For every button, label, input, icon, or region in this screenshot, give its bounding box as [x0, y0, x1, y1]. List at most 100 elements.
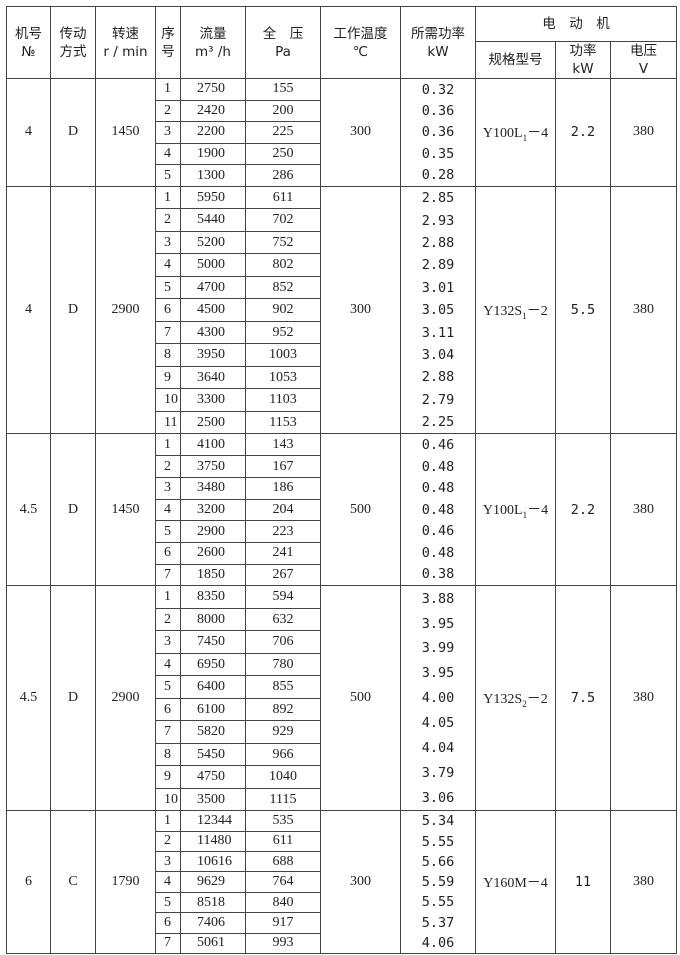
drive-type: D: [50, 78, 96, 187]
flow-value: 4500: [180, 298, 246, 322]
pressure-value: 929: [245, 720, 321, 744]
flow-value: 1900: [180, 142, 246, 166]
motor-model-base: Y100L: [482, 503, 523, 519]
motor-model-suffix: －2: [526, 303, 548, 319]
flow-value: 9629: [180, 871, 246, 893]
flow-value: 4100: [180, 433, 246, 457]
working-temp: 300: [320, 185, 401, 435]
seq-number: 3: [155, 121, 181, 144]
pressure-value: 688: [245, 851, 321, 873]
flow-value: 3500: [180, 787, 246, 812]
seq-number: 6: [155, 912, 181, 934]
power-value: 2.85: [421, 190, 455, 207]
table-row: 6 C 1790 1 12344 535 300 5.34 5.55 5.66 5.59 5.55 5.…: [6, 810, 678, 955]
pressure-value: 917: [245, 912, 321, 934]
seq-number: 1: [155, 810, 181, 832]
motor-model-subscript: 1: [522, 132, 528, 143]
seq-number: 4: [155, 871, 181, 893]
power-value: 3.11: [421, 324, 455, 341]
motor-model-suffix: －4: [527, 503, 549, 519]
seq-number: 8: [155, 343, 181, 367]
pressure-value: 902: [245, 298, 321, 322]
pressure-value: 155: [245, 78, 321, 101]
power-value: 2.25: [421, 414, 455, 431]
table-row: 4 6950 780: [7, 652, 677, 677]
required-power-list: 2.85 2.93 2.88 2.89 3.01 3.05 3.11 3.04 2.88 2.79…: [400, 185, 476, 435]
motor-power: 2.2: [555, 433, 611, 587]
seq-number: 6: [155, 697, 181, 722]
pressure-value: 535: [245, 810, 321, 832]
seq-number: 4: [155, 498, 181, 522]
power-value: 0.36: [421, 124, 455, 141]
table-row: 5 8518 840: [7, 891, 677, 914]
power-stack: 0.32 0.36 0.36 0.35 0.28: [401, 79, 475, 186]
required-power-list: 0.46 0.48 0.48 0.48 0.46 0.48 0.38: [400, 433, 476, 587]
flow-value: 8000: [180, 607, 246, 632]
flow-value: 1850: [180, 563, 246, 587]
motor-voltage: 380: [609, 810, 678, 955]
working-temp: 300: [320, 78, 401, 187]
pressure-value: 966: [245, 742, 321, 767]
power-value: 3.06: [421, 789, 455, 806]
flow-value: 3300: [180, 388, 246, 412]
flow-value: 5000: [180, 253, 246, 277]
seq-number: 4: [155, 652, 181, 677]
power-value: 4.04: [421, 739, 455, 756]
table-row: 3 2200 225: [7, 121, 677, 144]
header-temp: 工作温度 ℃: [320, 6, 401, 79]
required-power-list: 5.34 5.55 5.66 5.59 5.55 5.37 4.06: [400, 810, 476, 955]
pressure-value: 267: [245, 563, 321, 587]
motor-power: 2.2: [555, 78, 611, 187]
motor-power: 11: [555, 810, 611, 955]
power-value: 3.95: [421, 615, 455, 632]
table-row: 10 3300 1103: [7, 388, 677, 412]
power-value: 5.59: [421, 874, 455, 891]
seq-number: 5: [155, 520, 181, 543]
pressure-value: 241: [245, 541, 321, 565]
table-row: 2 11480 611: [7, 830, 677, 853]
flow-value: 11480: [180, 830, 246, 853]
motor-model: Y132S2－2: [475, 585, 556, 812]
table-row: 2 5440 702: [7, 208, 677, 232]
flow-value: 5950: [180, 185, 246, 210]
speed: 2900: [95, 185, 156, 435]
power-value: 3.95: [421, 665, 455, 682]
motor-voltage: 380: [609, 433, 678, 587]
pressure-value: 802: [245, 253, 321, 277]
power-stack: 2.85 2.93 2.88 2.89 3.01 3.05 3.11 3.04 2.88 2.79…: [401, 187, 475, 434]
power-value: 5.55: [421, 833, 455, 850]
pressure-value: 840: [245, 891, 321, 914]
pressure-value: 143: [245, 433, 321, 457]
pressure-value: 1040: [245, 765, 321, 789]
drive-type: D: [50, 433, 96, 587]
table-row: 6 7406 917: [7, 912, 677, 934]
power-value: 2.88: [421, 369, 455, 386]
seq-number: 2: [155, 607, 181, 632]
required-power-list: 3.88 3.95 3.99 3.95 4.00 4.05 4.04 3.79 3.06: [400, 585, 476, 812]
pressure-value: 1053: [245, 365, 321, 390]
motor-voltage: 380: [609, 585, 678, 812]
table-row: 7 1850 267: [7, 563, 677, 587]
seq-number: 7: [155, 563, 181, 587]
pressure-value: 594: [245, 585, 321, 609]
seq-number: 5: [155, 891, 181, 914]
power-value: 0.35: [421, 145, 455, 162]
motor-model-suffix: －4: [527, 126, 549, 142]
motor-model-base: Y132S: [483, 691, 523, 707]
table-row: 3 3480 186: [7, 476, 677, 500]
fan-no: 6: [6, 810, 51, 955]
power-value: 2.88: [421, 234, 455, 251]
seq-number: 9: [155, 365, 181, 390]
speed: 1450: [95, 433, 156, 587]
table-row: 7 5820 929: [7, 720, 677, 744]
power-value: 3.79: [421, 764, 455, 781]
seq-number: 10: [155, 388, 181, 412]
working-temp: 300: [320, 810, 401, 955]
pressure-value: 702: [245, 208, 321, 232]
seq-number: 6: [155, 541, 181, 565]
table-row: 4 3200 204: [7, 498, 677, 522]
seq-number: 2: [155, 455, 181, 478]
pressure-value: 952: [245, 320, 321, 345]
pressure-value: 611: [245, 830, 321, 853]
power-value: 0.46: [421, 523, 455, 540]
